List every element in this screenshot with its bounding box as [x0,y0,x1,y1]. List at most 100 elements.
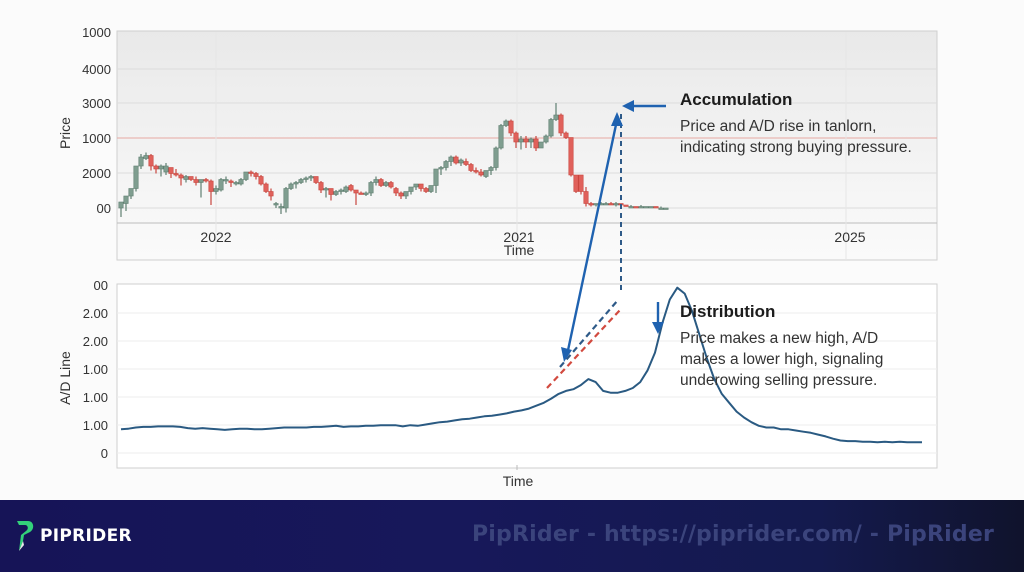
candle-body [388,182,394,188]
candle-body [348,185,354,191]
candle-body [533,138,539,149]
footer-banner: PIPRIDER PipRider - https://piprider.com… [0,500,1024,572]
candle-body [573,174,579,192]
candle-body [443,161,449,168]
candle-body [158,165,164,170]
candle-body [453,156,459,164]
ad-y-tick-label: 2.00 [83,306,108,321]
candle-body [273,203,279,206]
ad-y-tick-label: 1.00 [83,362,108,377]
candle-body [278,206,284,209]
price-y-tick-label: 3000 [82,96,111,111]
candle-body [408,186,414,192]
candle-body [518,138,524,143]
distribution-line-3: underowing selling pressure. [680,372,878,389]
candle-body [183,176,189,180]
candle-body [298,179,304,183]
candle-body [428,185,434,192]
annotation-arrows [546,100,666,389]
candle-body [263,183,269,192]
candle-body [313,176,319,183]
accumulation-annotation: Accumulation Price and A/D rise in tanlo… [680,90,912,158]
candle-body [173,173,179,176]
candle-body [328,188,334,195]
candle-body [283,188,289,209]
distribution-line-1: Price makes a new high, A/D [680,330,879,347]
candle-body [568,137,574,176]
candle-body [448,156,454,162]
candle-body [188,176,194,180]
candle-body [218,179,224,191]
candle-body [403,191,409,197]
candle-body [118,201,124,209]
ad-y-label: A/D Line [57,351,73,405]
candle-body [163,165,169,173]
candle-body [548,119,554,137]
candle-body [623,204,629,207]
candle-body [228,180,234,183]
candle-body [288,183,294,189]
accumulation-body: Price and A/D rise in tanlorn, indicatin… [680,116,912,158]
candle-body [633,206,639,209]
candle-body [413,183,419,188]
piprider-logo[interactable]: PIPRIDER [14,518,132,554]
ad-y-tick-label: 0 [101,446,108,461]
candle-body [198,179,204,183]
candle-body [653,206,659,209]
accumulation-title: Accumulation [680,90,793,109]
candle-body [358,192,364,195]
candle-body [588,203,594,206]
candle-body [503,120,509,126]
candle-body [663,207,669,210]
ad-y-tick-label: 1.00 [83,390,108,405]
candle-body [243,171,249,180]
candle-body [333,191,339,195]
candle-body [563,132,569,138]
candle-body [498,125,504,149]
candle-body [488,167,494,171]
candle-body [398,192,404,197]
arrow-left-icon [622,100,634,112]
candle-body [593,203,599,206]
candle-body [213,188,219,192]
candle-body [508,120,514,134]
price-y-label: Price [57,117,73,149]
price-x-tick-label: 2021 [503,229,534,245]
price-x-tick-label: 2025 [834,229,865,245]
candle-body [393,188,399,194]
ad-x-label: Time [503,473,534,489]
ad-panel-frame [116,283,938,469]
price-y-tick-label: 00 [97,201,111,216]
candle-body [608,203,614,206]
piprider-logo-icon [17,521,34,551]
candle-body [223,179,229,182]
price-y-tick-label: 4000 [82,62,111,77]
ad-gridlines [117,312,937,454]
distribution-body: Price makes a new high, A/D makes a lowe… [680,328,883,391]
price-y-tick-label: 1000 [82,25,111,40]
double-arrow-line [565,119,619,356]
ad-y-tick-label: 00 [94,278,108,293]
candle-body [643,206,649,209]
distribution-title: Distribution [680,302,776,321]
candle-body [478,171,484,176]
candle-body [493,147,499,168]
candle-body [128,188,134,197]
candle-body [343,186,349,192]
candle-body [648,206,654,209]
candle-body [258,176,264,185]
price-x-label: Time [504,242,535,258]
candle-body [233,182,239,185]
candle-body [468,164,474,171]
candle-body [383,182,389,186]
candle-body [423,188,429,192]
candle-body [613,203,619,206]
candle-body [338,189,344,192]
candle-body [578,174,584,192]
candle-body [143,155,149,159]
candle-body [583,191,589,204]
candle-body [203,179,209,182]
candle-body [303,177,309,180]
ad-line [120,286,922,444]
price-y-ticks: 1000 4000 3000 1000 2000 00 [82,25,111,216]
